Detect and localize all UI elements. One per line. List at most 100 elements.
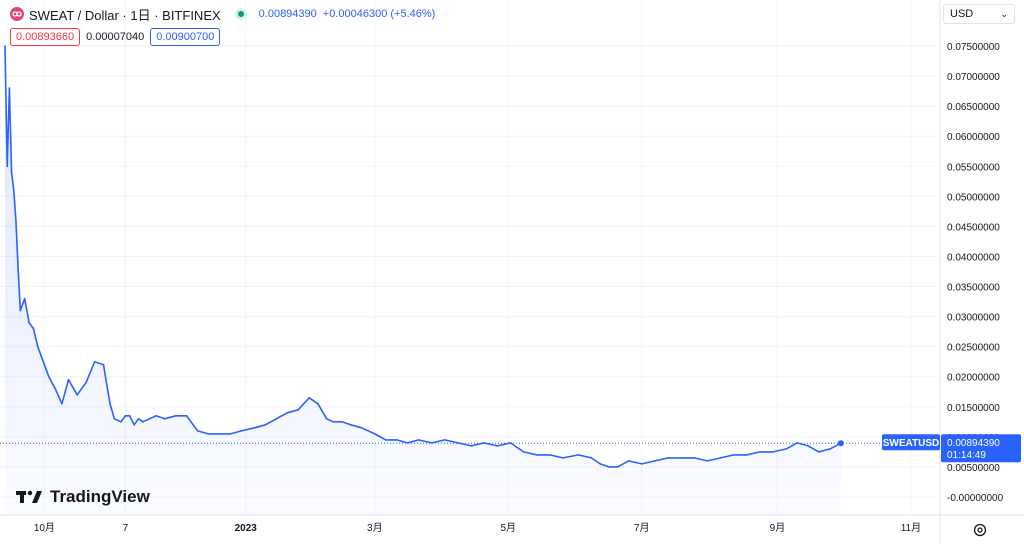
gear-icon[interactable]	[972, 522, 988, 538]
x-tick-label: 7	[123, 523, 129, 534]
data-point	[12, 189, 15, 192]
x-tick-label: 7月	[634, 522, 650, 534]
data-point	[113, 418, 116, 420]
data-point	[275, 418, 278, 420]
data-point	[562, 457, 564, 459]
data-point	[332, 421, 335, 423]
x-tick-label: 2023	[235, 523, 258, 534]
data-point	[535, 454, 538, 456]
data-point	[218, 433, 221, 435]
y-tick-label: 0.06500000	[947, 102, 1000, 113]
data-point	[124, 415, 127, 417]
price-tag-box[interactable]	[941, 434, 1021, 463]
data-point	[47, 375, 50, 378]
price-change-value: +0.00046300 (+5.46%)	[322, 8, 436, 20]
data-point	[759, 451, 761, 453]
x-tick-label: 11月	[901, 522, 921, 534]
data-point	[128, 415, 131, 417]
data-point	[15, 219, 17, 222]
x-tick-label: 5月	[501, 522, 517, 534]
data-point	[325, 418, 328, 420]
data-point	[37, 345, 39, 348]
x-tick-label: 9月	[770, 522, 786, 534]
symbol-title[interactable]: SWEAT / Dollar · 1日 · BITFINEX	[29, 7, 221, 23]
y-tick-label: -0.00000000	[947, 493, 1004, 504]
data-point	[10, 171, 13, 174]
symbol-tag-box	[882, 434, 940, 451]
time-axis: 10月 7 2023 3月 5月 7月 9月 11月	[34, 522, 921, 534]
data-point	[693, 457, 696, 459]
data-point	[384, 439, 387, 441]
last-price-value: 0.00894390	[258, 8, 317, 20]
data-point	[6, 165, 8, 168]
data-point	[667, 457, 669, 459]
data-point	[19, 309, 22, 312]
data-point	[185, 415, 188, 417]
y-tick-label: 0.06000000	[947, 132, 1000, 143]
currency-label: USD	[950, 8, 974, 20]
data-point	[549, 454, 551, 456]
data-point	[23, 297, 26, 300]
y-tick-label: 0.00500000	[947, 463, 1000, 474]
data-point	[640, 463, 643, 465]
data-point	[496, 445, 499, 447]
data-point	[253, 427, 256, 429]
live-status-dot-icon	[234, 8, 247, 20]
ask-price[interactable]: 0.00900700	[150, 28, 221, 46]
data-point	[807, 445, 809, 447]
spread-value: 0.00007040	[86, 31, 145, 43]
symbol-tag-label: SWEATUSD	[883, 438, 939, 449]
data-point	[417, 439, 420, 441]
data-point	[43, 363, 46, 366]
data-point	[28, 321, 30, 324]
data-point	[54, 387, 57, 390]
data-point	[732, 454, 735, 456]
data-point	[796, 442, 798, 444]
data-point	[616, 466, 619, 468]
y-tick-label: 0.07000000	[947, 72, 1000, 83]
series-line[interactable]	[4, 45, 842, 468]
data-point	[470, 445, 472, 447]
data-point	[829, 448, 831, 450]
data-point	[133, 424, 135, 426]
data-point	[163, 418, 166, 420]
data-point	[4, 45, 6, 47]
data-point	[61, 402, 63, 405]
data-point	[67, 378, 70, 381]
tradingview-brand[interactable]: TradingView	[16, 487, 150, 507]
data-point	[142, 421, 144, 423]
bid-ask-row: 0.00893660 0.00007040 0.00900700	[10, 28, 221, 46]
currency-select[interactable]: USD ⌄	[943, 4, 1015, 24]
data-point	[746, 454, 748, 456]
y-tick-label: 0.04500000	[947, 222, 1000, 233]
data-point	[148, 418, 151, 420]
data-point	[349, 424, 352, 426]
sweat-logo-icon	[10, 7, 24, 21]
data-point	[341, 421, 343, 423]
bid-price[interactable]: 0.00893660	[10, 28, 81, 46]
y-tick-label: 0.03000000	[947, 313, 1000, 324]
data-point	[395, 439, 398, 441]
chart-legend-header: SWEAT / Dollar · 1日 · BITFINEX 0.0089439…	[10, 4, 441, 24]
data-point	[719, 457, 722, 459]
data-point	[196, 430, 199, 432]
data-point	[120, 421, 122, 423]
data-point	[608, 466, 610, 468]
data-point	[599, 463, 601, 465]
data-point	[76, 393, 79, 396]
y-tick-label: 0.03500000	[947, 283, 1000, 294]
chevron-down-icon: ⌄	[1000, 8, 1008, 19]
data-point	[229, 433, 232, 435]
y-tick-label: 0.02500000	[947, 343, 1000, 354]
data-point	[17, 267, 19, 270]
data-point	[680, 457, 682, 459]
data-point	[297, 409, 300, 411]
data-point	[457, 442, 459, 444]
y-tick-label: 0.04000000	[947, 252, 1000, 263]
y-tick-label: 0.02000000	[947, 373, 1000, 384]
chart-series	[0, 45, 940, 515]
x-tick-label: 3月	[367, 522, 383, 534]
data-point	[102, 363, 105, 366]
